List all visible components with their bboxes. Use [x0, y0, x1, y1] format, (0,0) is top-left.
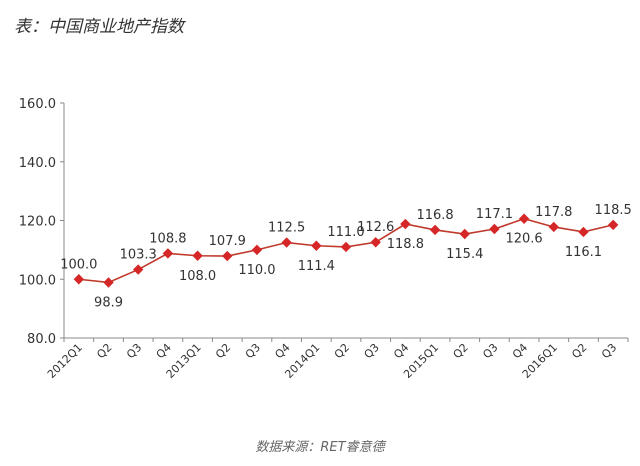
data-label: 112.5	[268, 221, 305, 236]
x-tick-label: Q2	[332, 341, 352, 361]
data-point	[459, 228, 470, 240]
data-label: 110.0	[238, 263, 275, 278]
x-tick-label: Q4	[391, 341, 411, 361]
data-label: 118.5	[595, 203, 632, 218]
data-point	[133, 264, 144, 275]
data-point	[340, 241, 352, 253]
data-point	[73, 274, 85, 285]
data-label: 100.0	[60, 257, 97, 272]
x-tick-label: Q3	[599, 341, 619, 361]
x-tick-label: Q4	[272, 341, 292, 361]
data-point	[251, 244, 263, 256]
data-label: 120.6	[505, 232, 542, 247]
data-point	[162, 248, 174, 259]
data-label: 115.4	[446, 247, 483, 262]
data-point	[607, 219, 619, 231]
data-label: 116.8	[416, 208, 453, 223]
data-point	[370, 237, 381, 248]
data-point	[578, 226, 589, 238]
x-tick-label: Q2	[451, 341, 471, 361]
data-label: 108.8	[149, 231, 186, 246]
source-note: 数据来源：RET睿意德	[255, 440, 385, 455]
data-point	[103, 277, 114, 288]
x-tick-label: Q3	[124, 341, 144, 361]
data-label: 103.3	[120, 248, 157, 263]
data-point	[400, 218, 411, 230]
data-point	[429, 224, 441, 236]
x-tick-label: Q4	[510, 341, 530, 361]
x-tick-label: Q2	[94, 341, 114, 361]
data-label: 108.0	[179, 269, 216, 284]
chart-title: 表：中国商业地产指数	[14, 17, 184, 37]
data-label: 117.1	[476, 207, 513, 222]
data-point	[518, 213, 530, 224]
data-label: 111.0	[327, 225, 364, 240]
data-label: 111.4	[298, 259, 335, 274]
x-tick-label: Q3	[480, 341, 500, 361]
y-tick-label: 80.0	[27, 332, 56, 347]
series-markers	[73, 213, 619, 288]
data-point	[548, 221, 559, 233]
data-label: 116.1	[565, 245, 602, 260]
axes	[63, 103, 628, 339]
data-point	[222, 250, 233, 262]
data-label: 98.9	[94, 295, 123, 310]
y-tick-label: 120.0	[19, 215, 56, 230]
x-tick-label: Q3	[362, 341, 382, 361]
x-tick-label: Q3	[243, 341, 263, 361]
x-tick-label: Q2	[569, 341, 589, 361]
y-tick-labels: 160.0 140.0 120.0 100.0 80.0	[19, 97, 64, 347]
data-labels: 100.0 98.9 103.3 108.8 108.0 107.9 110.0 112.5 1…	[60, 203, 632, 311]
data-point	[281, 237, 292, 248]
data-label: 112.6	[357, 220, 394, 235]
data-point	[311, 240, 322, 251]
x-tick-label: Q4	[154, 341, 174, 361]
y-tick-label: 100.0	[19, 273, 56, 288]
data-point	[192, 250, 203, 261]
data-point	[489, 223, 500, 235]
x-tick-label: Q2	[213, 341, 233, 361]
data-label: 117.8	[535, 205, 572, 220]
y-tick-label: 160.0	[19, 97, 56, 112]
y-tick-label: 140.0	[19, 156, 56, 171]
data-label: 118.8	[387, 237, 424, 252]
data-label: 107.9	[209, 234, 246, 249]
